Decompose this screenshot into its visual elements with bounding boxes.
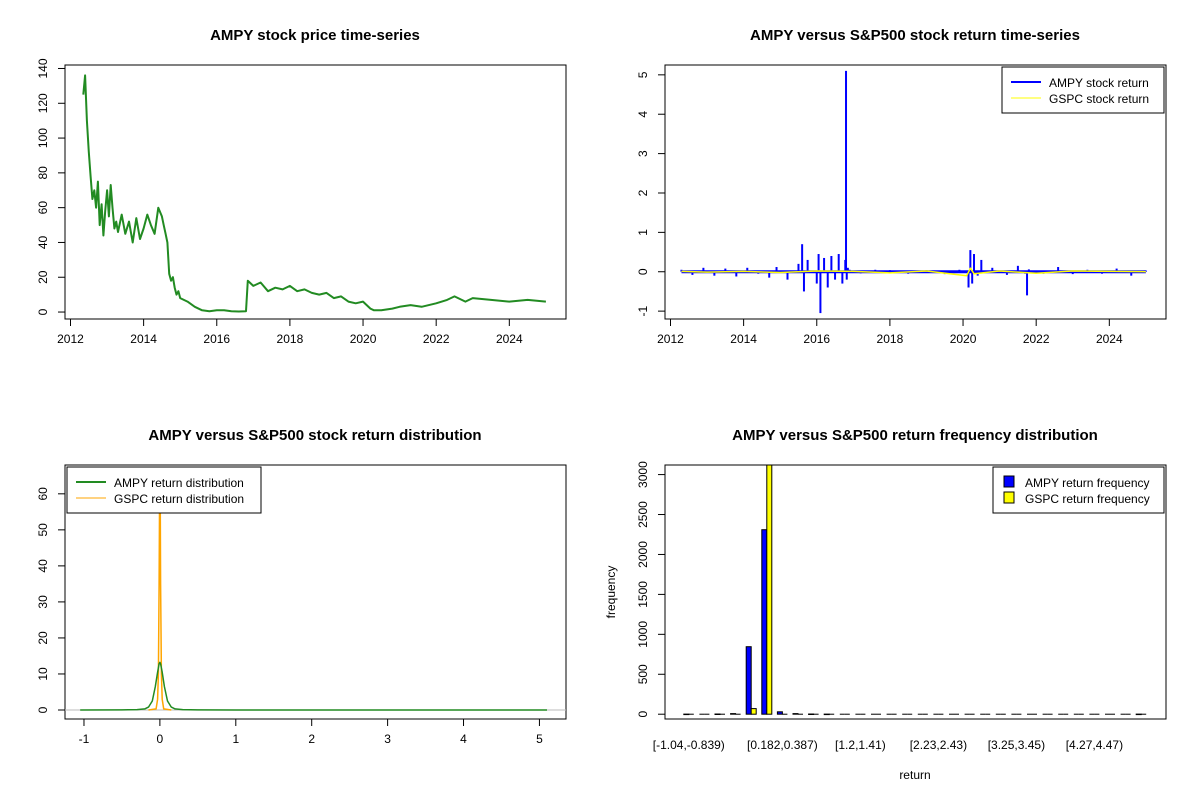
frequency-legend-ampy-swatch [1003,475,1015,488]
frequency-category-label: [2.23,2.43) [910,738,967,752]
returns-x-tick-label: 2020 [950,332,977,346]
density-ampy-line [80,661,547,711]
density-x-tick-label: 1 [232,732,239,746]
frequency-category-label: [1.2,1.41) [835,738,886,752]
frequency-bar-ampy [730,713,737,715]
density-y-tick-label: 20 [36,631,50,645]
frequency-y-tick-label: 500 [636,664,650,684]
frequency-y-tick-label: 2000 [636,541,650,568]
returns-y-tick-label: 2 [636,189,650,196]
frequency-bar-ampy [683,713,690,716]
returns-y-tick-label: 0 [636,268,650,275]
frequency-y-tick-label: 3000 [636,461,650,488]
price-x-tick-label: 2012 [57,332,84,346]
returns-legend-box [1001,66,1165,114]
frequency-y-tick-label: 2500 [636,501,650,528]
density-legend-ampy-label: AMPY return distribution [114,476,244,490]
frequency-y-tick-label: 0 [636,711,650,718]
returns-x-tick-label: 2018 [877,332,904,346]
frequency-chart-title: AMPY versus S&P500 return frequency dist… [732,427,1098,444]
returns-chart-title: AMPY versus S&P500 stock return time-ser… [750,27,1080,44]
price-x-tick-label: 2024 [496,332,523,346]
frequency-bar-gspc [750,708,757,715]
density-legend-gspc-label: GSPC return distribution [114,492,244,506]
density-x-tick-label: 2 [308,732,315,746]
frequency-legend-box [992,466,1165,514]
frequency-bar-ampy [745,646,752,715]
price-y-tick-label: 20 [36,270,50,284]
price-x-tick-label: 2022 [423,332,450,346]
price-x-tick-label: 2014 [130,332,157,346]
frequency-bar-ampy [776,711,783,715]
frequency-legend-gspc-swatch [1003,491,1015,504]
density-y-tick-label: 50 [36,523,50,537]
returns-x-tick-label: 2024 [1096,332,1123,346]
price-y-tick-label: 120 [36,93,50,113]
returns-x-tick-label: 2014 [730,332,757,346]
density-panel: AMPY versus S&P500 stock return distribu… [36,427,567,746]
price-x-tick-label: 2016 [203,332,230,346]
density-chart-title: AMPY versus S&P500 stock return distribu… [148,427,481,444]
frequency-category-label: [3.25,3.45) [988,738,1045,752]
frequency-legend-gspc-label: GSPC return frequency [1025,492,1150,506]
density-y-tick-label: 30 [36,595,50,609]
density-y-tick-label: 10 [36,667,50,681]
density-x-tick-label: 3 [384,732,391,746]
price-y-tick-label: 140 [36,58,50,78]
returns-x-tick-label: 2022 [1023,332,1050,346]
frequency-bar-ampy [761,529,768,715]
frequency-x-axis-label: return [899,768,930,782]
frequency-y-tick-label: 1000 [636,621,650,648]
returns-y-tick-label: -1 [636,305,650,316]
density-y-tick-label: 60 [36,487,50,501]
density-x-tick-label: 0 [157,732,164,746]
returns-x-tick-label: 2012 [657,332,684,346]
returns-legend: AMPY stock return GSPC stock return [1001,66,1165,114]
returns-gspc-line [681,267,1146,277]
frequency-panel: AMPY versus S&P500 return frequency dist… [604,427,1167,782]
frequency-category-label: [4.27,4.47) [1066,738,1123,752]
density-x-tick-label: 4 [460,732,467,746]
frequency-bar-ampy [1135,713,1142,716]
returns-legend-ampy-label: AMPY stock return [1049,76,1149,90]
price-y-tick-label: 100 [36,128,50,148]
frequency-category-label: [0.182,0.387) [747,738,818,752]
returns-y-tick-label: 3 [636,150,650,157]
returns-legend-gspc-label: GSPC stock return [1049,92,1149,106]
price-x-tick-label: 2018 [277,332,304,346]
frequency-bar-ampy [808,713,815,715]
frequency-bar-ampy [714,713,721,715]
frequency-y-tick-label: 1500 [636,581,650,608]
frequency-bar-gspc [766,464,773,715]
frequency-legend-ampy-label: AMPY return frequency [1025,476,1150,490]
frequency-category-label: [-1.04,-0.839) [653,738,725,752]
price-y-tick-label: 80 [36,166,50,180]
price-y-tick-label: 0 [36,308,50,315]
price-panel: AMPY stock price time-series 2012 2014 201… [36,27,567,346]
frequency-bar-ampy [792,713,799,715]
price-chart-title: AMPY stock price time-series [210,27,420,44]
returns-y-tick-label: 1 [636,229,650,236]
returns-y-tick-label: 4 [636,111,650,118]
price-series-line [82,74,546,313]
returns-panel: AMPY versus S&P500 stock return time-ser… [636,27,1167,346]
frequency-y-axis-label: frequency [604,566,618,619]
density-x-tick-label: 5 [536,732,543,746]
price-y-tick-label: 60 [36,201,50,215]
price-x-tick-label: 2020 [350,332,377,346]
density-y-tick-label: 0 [36,706,50,713]
returns-x-tick-label: 2016 [803,332,830,346]
density-y-tick-label: 40 [36,559,50,573]
returns-y-tick-label: 5 [636,71,650,78]
density-x-tick-label: -1 [79,732,90,746]
frequency-legend: AMPY return frequency GSPC return frequen… [992,466,1165,514]
price-y-tick-label: 40 [36,235,50,249]
density-legend: AMPY return distribution GSPC return dist… [66,466,262,514]
frequency-bar-ampy [823,713,830,716]
density-legend-box [66,466,262,514]
